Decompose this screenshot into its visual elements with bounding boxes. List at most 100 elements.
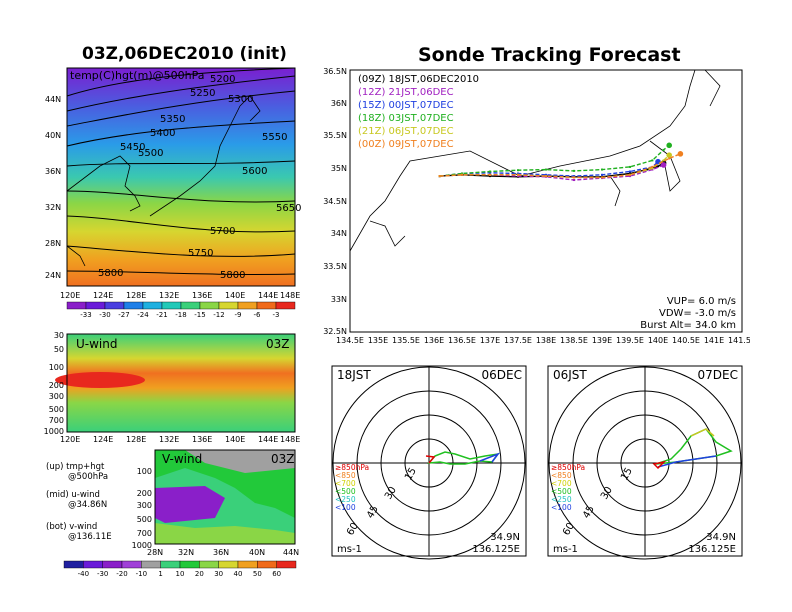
svg-text:33N: 33N (331, 295, 347, 304)
svg-text:700: 700 (49, 416, 64, 425)
colorbar-swatch (237, 301, 258, 310)
track-point (545, 173, 547, 176)
svg-text:36N: 36N (213, 548, 229, 557)
polar-1-lon: 136.125E (472, 544, 520, 555)
colorbar-swatch (218, 301, 239, 310)
colorbar-swatch (83, 560, 103, 569)
colorbar-tick: -18 (175, 311, 186, 319)
colorbar-swatch (160, 560, 181, 569)
polar-1-date: 06DEC (482, 368, 522, 382)
svg-text:40N: 40N (249, 548, 265, 557)
colorbar-swatch (179, 560, 200, 569)
x-tick-label: 139E (592, 336, 612, 345)
svg-text:1000: 1000 (44, 427, 64, 436)
svg-text:200: 200 (137, 489, 152, 498)
x-tick-label: 136E (424, 336, 444, 345)
svg-text:<850: <850 (335, 471, 356, 480)
track-point (573, 169, 575, 172)
svg-text:128E: 128E (126, 291, 146, 300)
x-tick-label: 138.5E (560, 336, 588, 345)
track-point (601, 173, 603, 176)
svg-text:40N: 40N (45, 131, 61, 140)
track-point (645, 168, 648, 171)
svg-text:Burst Alt= 34.0 km: Burst Alt= 34.0 km (640, 320, 736, 331)
svg-text:<700: <700 (551, 479, 572, 488)
x-tick-label: 141E (704, 336, 724, 345)
track-point (517, 175, 519, 178)
svg-text:500: 500 (49, 405, 64, 414)
track-point (573, 175, 575, 178)
colorbar-tick: -30 (99, 311, 110, 319)
map-x-ticks: 120E 124E 128E 132E 136E 140E 144E 148E (60, 291, 300, 300)
track-point (679, 152, 682, 155)
vwind-panel: V-wind 03Z 100 200 300 500 700 1000 28N … (132, 449, 299, 557)
temperature-colorbar: -33 -30 -27 -24 -21 -18 -15 -12 -9 -6 -3 (66, 301, 296, 319)
svg-text:100: 100 (137, 467, 152, 476)
svg-text:44N: 44N (45, 95, 61, 104)
vwind-x-ticks: 28N 32N 36N 40N 44N (147, 548, 299, 557)
colorbar-swatch (66, 301, 87, 310)
track-point (573, 176, 575, 179)
track-point (545, 175, 547, 178)
contour-label-group: 5200 5250 5300 5350 5400 5450 5500 5550 … (98, 74, 301, 281)
colorbar-tick: -10 (136, 570, 147, 578)
track-point (489, 175, 491, 178)
track-point (601, 168, 603, 171)
polar-2-date: 07DEC (698, 368, 738, 382)
svg-text:124E: 124E (93, 291, 113, 300)
colorbar-swatch (102, 560, 123, 569)
svg-text:<500: <500 (335, 487, 356, 496)
colorbar-tick: -27 (118, 311, 129, 319)
colorbar-tick: -15 (194, 311, 205, 319)
svg-text:50: 50 (54, 345, 64, 354)
svg-text:140E: 140E (225, 291, 245, 300)
note-bot: (bot) v-wind @136.11E (46, 522, 112, 542)
track-y-ticks: 36.5N 36N 35.5N 35N 34.5N 34N 33.5N 33N … (323, 67, 347, 336)
track-point (461, 173, 463, 176)
track-point (517, 169, 519, 172)
svg-text:28N: 28N (147, 548, 163, 557)
colorbar-tick: -20 (116, 570, 127, 578)
legend-entry: (12Z) 21JST,06DEC (358, 87, 454, 98)
colorbar-tick: 1 (158, 570, 162, 578)
svg-text:34N: 34N (331, 229, 347, 238)
track-point (651, 165, 654, 168)
svg-text:132E: 132E (159, 435, 179, 444)
polar-2-time: 06JST (553, 368, 587, 382)
legend-entry: (18Z) 03JST,07DEC (358, 113, 454, 124)
contour-label: 5350 (160, 114, 185, 125)
legend-entry: (15Z) 00JST,07DEC (358, 100, 454, 111)
polar-1-legend: ≥850hPa <850 <700 <500 <250 <100 (335, 463, 369, 512)
svg-text:32.5N: 32.5N (323, 327, 347, 336)
colorbar-tick: -6 (254, 311, 262, 319)
track-point (573, 179, 575, 182)
track-point (662, 163, 665, 166)
track-point (489, 170, 491, 173)
svg-text:≥850hPa: ≥850hPa (551, 463, 585, 472)
svg-text:<100: <100 (551, 503, 572, 512)
colorbar-swatch (141, 560, 161, 569)
track-point (662, 148, 665, 151)
colorbar-swatch (218, 560, 239, 569)
svg-text:32N: 32N (45, 203, 61, 212)
track-point (629, 172, 631, 175)
svg-text:44N: 44N (283, 548, 299, 557)
svg-text:<250: <250 (335, 495, 356, 504)
coastline (66, 95, 261, 267)
track-point (651, 167, 654, 170)
x-tick-label: 135.5E (392, 336, 420, 345)
svg-text:132E: 132E (159, 291, 179, 300)
svg-text:33.5N: 33.5N (323, 262, 347, 271)
svg-text:<250: <250 (551, 495, 572, 504)
colorbar-swatch (276, 560, 297, 569)
track-frame (349, 69, 743, 333)
svg-text:≥850hPa: ≥850hPa (335, 463, 369, 472)
track-point (668, 154, 671, 157)
track-legend: (09Z) 18JST,06DEC2010 (12Z) 21JST,06DEC … (358, 74, 479, 150)
polar-1-time: 18JST (337, 368, 371, 382)
x-tick-label: 139.5E (616, 336, 644, 345)
colorbar-tick: -12 (213, 311, 224, 319)
svg-text:30: 30 (54, 331, 64, 340)
svg-text:<700: <700 (335, 479, 356, 488)
svg-text:700: 700 (137, 529, 152, 538)
